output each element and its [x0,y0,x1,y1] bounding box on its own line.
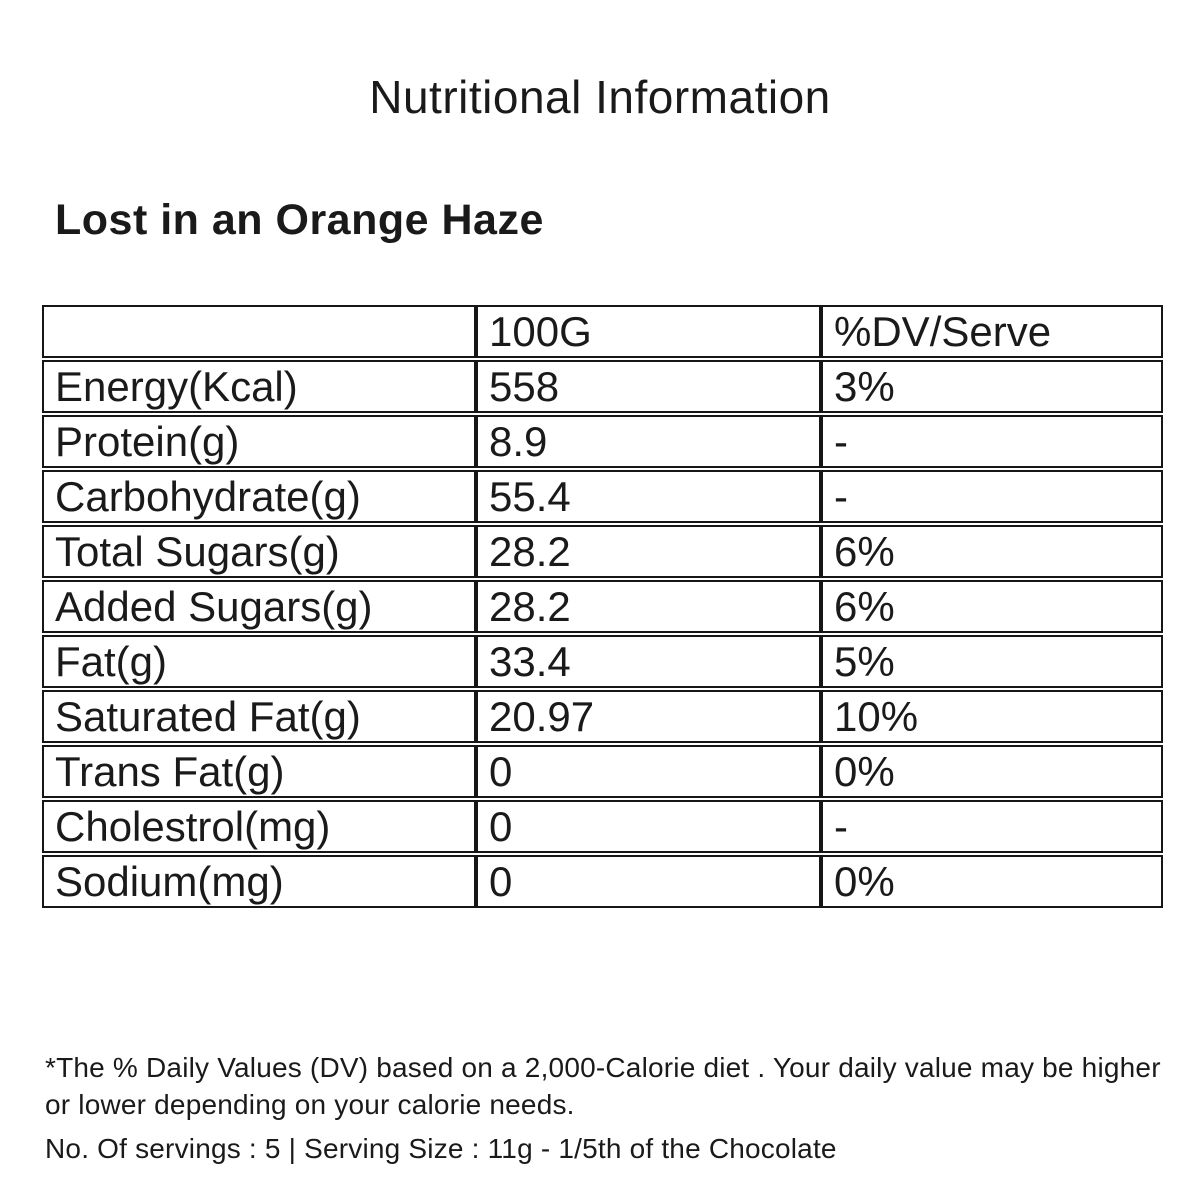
dv-per-serve-value-cell: - [821,415,1163,468]
table-row: Carbohydrate(g) 55.4- [42,470,1163,523]
nutrient-name-cell: Total Sugars(g) [42,525,476,578]
per-100g-value-cell: 0 [476,800,821,853]
table-row: Cholestrol(mg) 0- [42,800,1163,853]
nutrient-name-cell: Cholestrol(mg) [42,800,476,853]
table-header-row: 100G %DV/Serve [42,305,1163,358]
per-100g-value-cell: 8.9 [476,415,821,468]
table-row: Saturated Fat(g) 20.97 10% [42,690,1163,743]
per-100g-value-cell: 0 [476,855,821,908]
daily-value-note: *The % Daily Values (DV) based on a 2,00… [45,1052,1161,1120]
nutrient-name-cell: Trans Fat(g) [42,745,476,798]
column-header-per-100g: 100G [476,305,821,358]
table-row: Fat(g) 33.4 5% [42,635,1163,688]
dv-per-serve-value-cell: - [821,470,1163,523]
nutrient-name-cell: Sodium(mg) [42,855,476,908]
per-100g-value-cell: 55.4 [476,470,821,523]
column-header-dv-per-serve: %DV/Serve [821,305,1163,358]
dv-per-serve-value-cell: 0% [821,855,1163,908]
per-100g-value-cell: 558 [476,360,821,413]
nutrition-table: 100G %DV/Serve Energy(Kcal) 558 3% Protein(… [42,303,1163,910]
table-row: Energy(Kcal) 558 3% [42,360,1163,413]
nutrient-name-cell: Fat(g) [42,635,476,688]
per-100g-value-cell: 20.97 [476,690,821,743]
table-row: Trans Fat(g) 0 0% [42,745,1163,798]
per-100g-value-cell: 28.2 [476,580,821,633]
table-row: Sodium(mg) 0 0% [42,855,1163,908]
servings-note: No. Of servings : 5 | Serving Size : 11g… [45,1133,837,1164]
table-row: Protein(g) 8.9- [42,415,1163,468]
per-100g-value-cell: 0 [476,745,821,798]
dv-per-serve-value-cell: 0% [821,745,1163,798]
nutrient-name-cell: Carbohydrate(g) [42,470,476,523]
nutrition-table-body: Energy(Kcal) 558 3% Protein(g) 8.9- Carbohydr… [42,360,1163,908]
dv-per-serve-value-cell: 5% [821,635,1163,688]
per-100g-value-cell: 33.4 [476,635,821,688]
column-header-nutrient [42,305,476,358]
page-title: Nutritional Information [369,71,831,123]
nutrient-name-cell: Energy(Kcal) [42,360,476,413]
footnotes: *The % Daily Values (DV) based on a 2,00… [45,1049,1167,1167]
table-row: Total Sugars(g) 28.2 6% [42,525,1163,578]
table-row: Added Sugars(g) 28.2 6% [42,580,1163,633]
nutrient-name-cell: Protein(g) [42,415,476,468]
dv-per-serve-value-cell: 3% [821,360,1163,413]
dv-per-serve-value-cell: - [821,800,1163,853]
dv-per-serve-value-cell: 10% [821,690,1163,743]
nutrient-name-cell: Saturated Fat(g) [42,690,476,743]
dv-per-serve-value-cell: 6% [821,580,1163,633]
dv-per-serve-value-cell: 6% [821,525,1163,578]
nutrient-name-cell: Added Sugars(g) [42,580,476,633]
per-100g-value-cell: 28.2 [476,525,821,578]
product-name: Lost in an Orange Haze [55,196,544,244]
